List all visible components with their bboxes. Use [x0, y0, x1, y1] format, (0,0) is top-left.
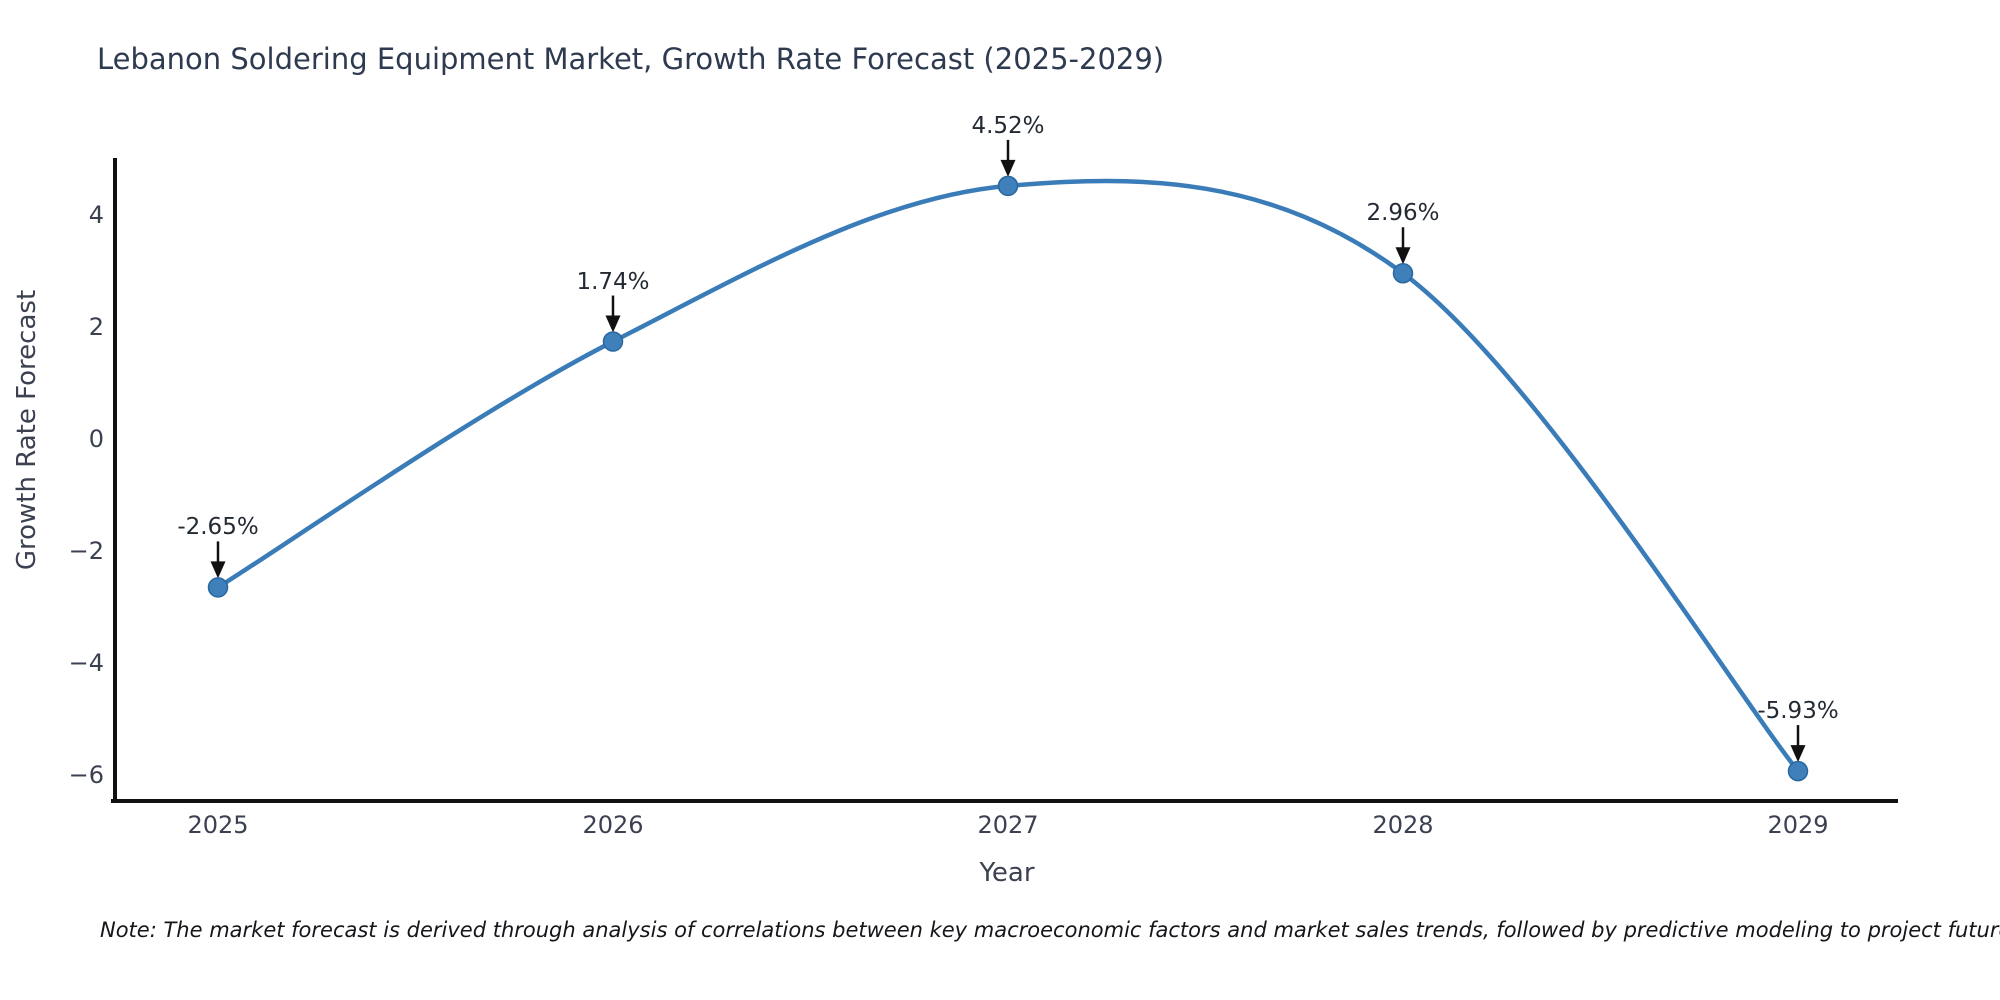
annotation-arrows [210, 139, 1806, 763]
data-point-marker [602, 331, 624, 352]
data-point-value-label: 1.74% [576, 268, 650, 295]
annotation-arrow-head [605, 315, 621, 333]
data-point-value-label: -5.93% [1757, 698, 1839, 725]
data-point-marker [1787, 760, 1809, 782]
x-axis-label: Year [979, 858, 1035, 888]
data-point-value-label: -2.65% [177, 514, 259, 541]
y-tick-label: −4 [68, 649, 104, 677]
x-axis-spine [111, 799, 1898, 803]
y-axis-label: Growth Rate Forecast [12, 289, 42, 571]
annotation-arrow-head [1000, 159, 1016, 177]
x-tick-label: 2026 [582, 811, 644, 839]
annotation-arrow-head [1790, 745, 1806, 763]
x-tick-label: 2028 [1372, 811, 1434, 839]
y-tick-label: 4 [88, 201, 104, 229]
data-point-marker [207, 577, 229, 598]
y-tick-label: 2 [88, 313, 104, 341]
data-point-value-label: 2.96% [1366, 200, 1440, 227]
x-tick-label: 2029 [1767, 811, 1829, 839]
x-tick-label: 2027 [977, 811, 1039, 839]
annotation-arrow-head [210, 561, 226, 579]
data-point-marker [1392, 262, 1414, 284]
y-tick-label: −6 [68, 761, 104, 789]
data-point-markers [207, 175, 1809, 782]
y-tick-label: −2 [68, 537, 104, 565]
y-axis-spine [113, 158, 117, 803]
x-tick-label: 2025 [187, 811, 249, 839]
growth-rate-line [215, 178, 1801, 774]
data-point-value-label: 4.52% [971, 112, 1045, 139]
chart-title: Lebanon Soldering Equipment Market, Grow… [97, 42, 1165, 76]
y-tick-label: 0 [88, 425, 104, 453]
data-point-marker [997, 175, 1019, 197]
footnote: Note: The market forecast is derived thr… [100, 918, 2000, 942]
annotation-arrow-head [1395, 247, 1411, 265]
